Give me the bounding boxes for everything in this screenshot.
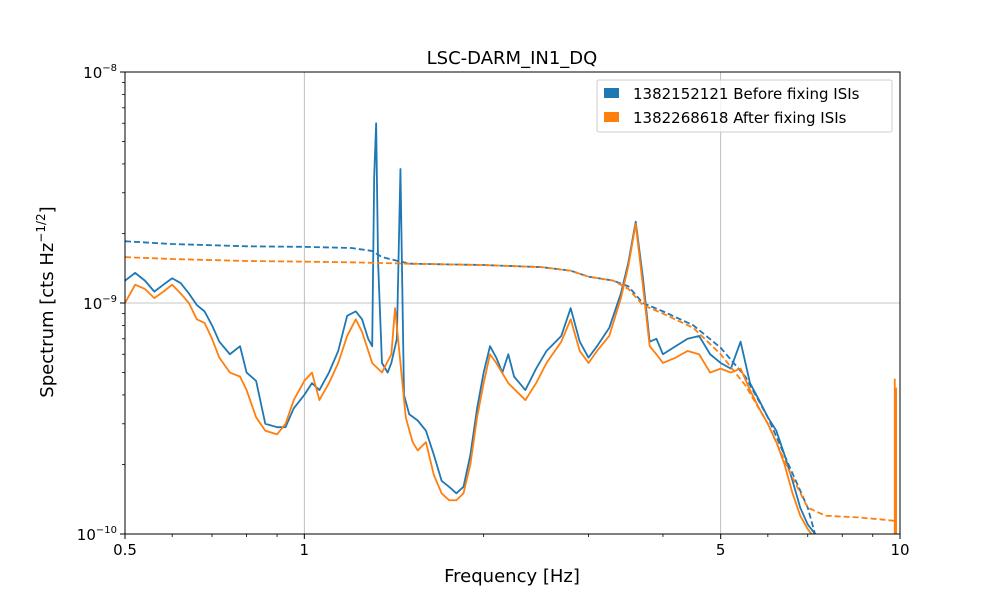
x-tick-label: 0.5 xyxy=(113,541,137,559)
y-tick-label: 10−8 xyxy=(83,63,117,82)
chart-title: LSC-DARM_IN1_DQ xyxy=(427,48,598,69)
y-tick-label: 10−9 xyxy=(83,294,117,313)
legend-label-after: 1382268618 After fixing ISIs xyxy=(633,109,847,127)
legend-swatch-after xyxy=(604,112,619,122)
x-axis-ticks: 0.5 1 5 10 xyxy=(113,534,910,559)
y-axis-label-suffix: ] xyxy=(37,206,58,213)
legend: 1382152121 Before fixing ISIs 1382268618… xyxy=(596,79,893,133)
y-axis-label: Spectrum [cts Hz−1/2] xyxy=(34,206,58,397)
x-axis-label: Frequency [Hz] xyxy=(444,566,580,587)
y-axis-ticks: 10−10 10−9 10−8 xyxy=(77,63,125,544)
legend-box xyxy=(596,79,893,133)
y-axis-label-exponent: −1/2 xyxy=(34,213,48,242)
y-axis-label-prefix: Spectrum [cts Hz xyxy=(37,243,58,398)
x-tick-label: 1 xyxy=(300,541,310,559)
y-tick-label: 10−10 xyxy=(77,525,117,544)
series-before-dashed-line xyxy=(125,240,816,534)
series-after-line xyxy=(125,223,813,534)
series-after-dashed-line xyxy=(125,256,895,522)
x-tick-label: 10 xyxy=(890,541,909,559)
legend-swatch-before xyxy=(604,88,619,98)
x-tick-label: 5 xyxy=(716,541,726,559)
legend-label-before: 1382152121 Before fixing ISIs xyxy=(633,85,860,103)
series-before-line xyxy=(125,122,816,534)
